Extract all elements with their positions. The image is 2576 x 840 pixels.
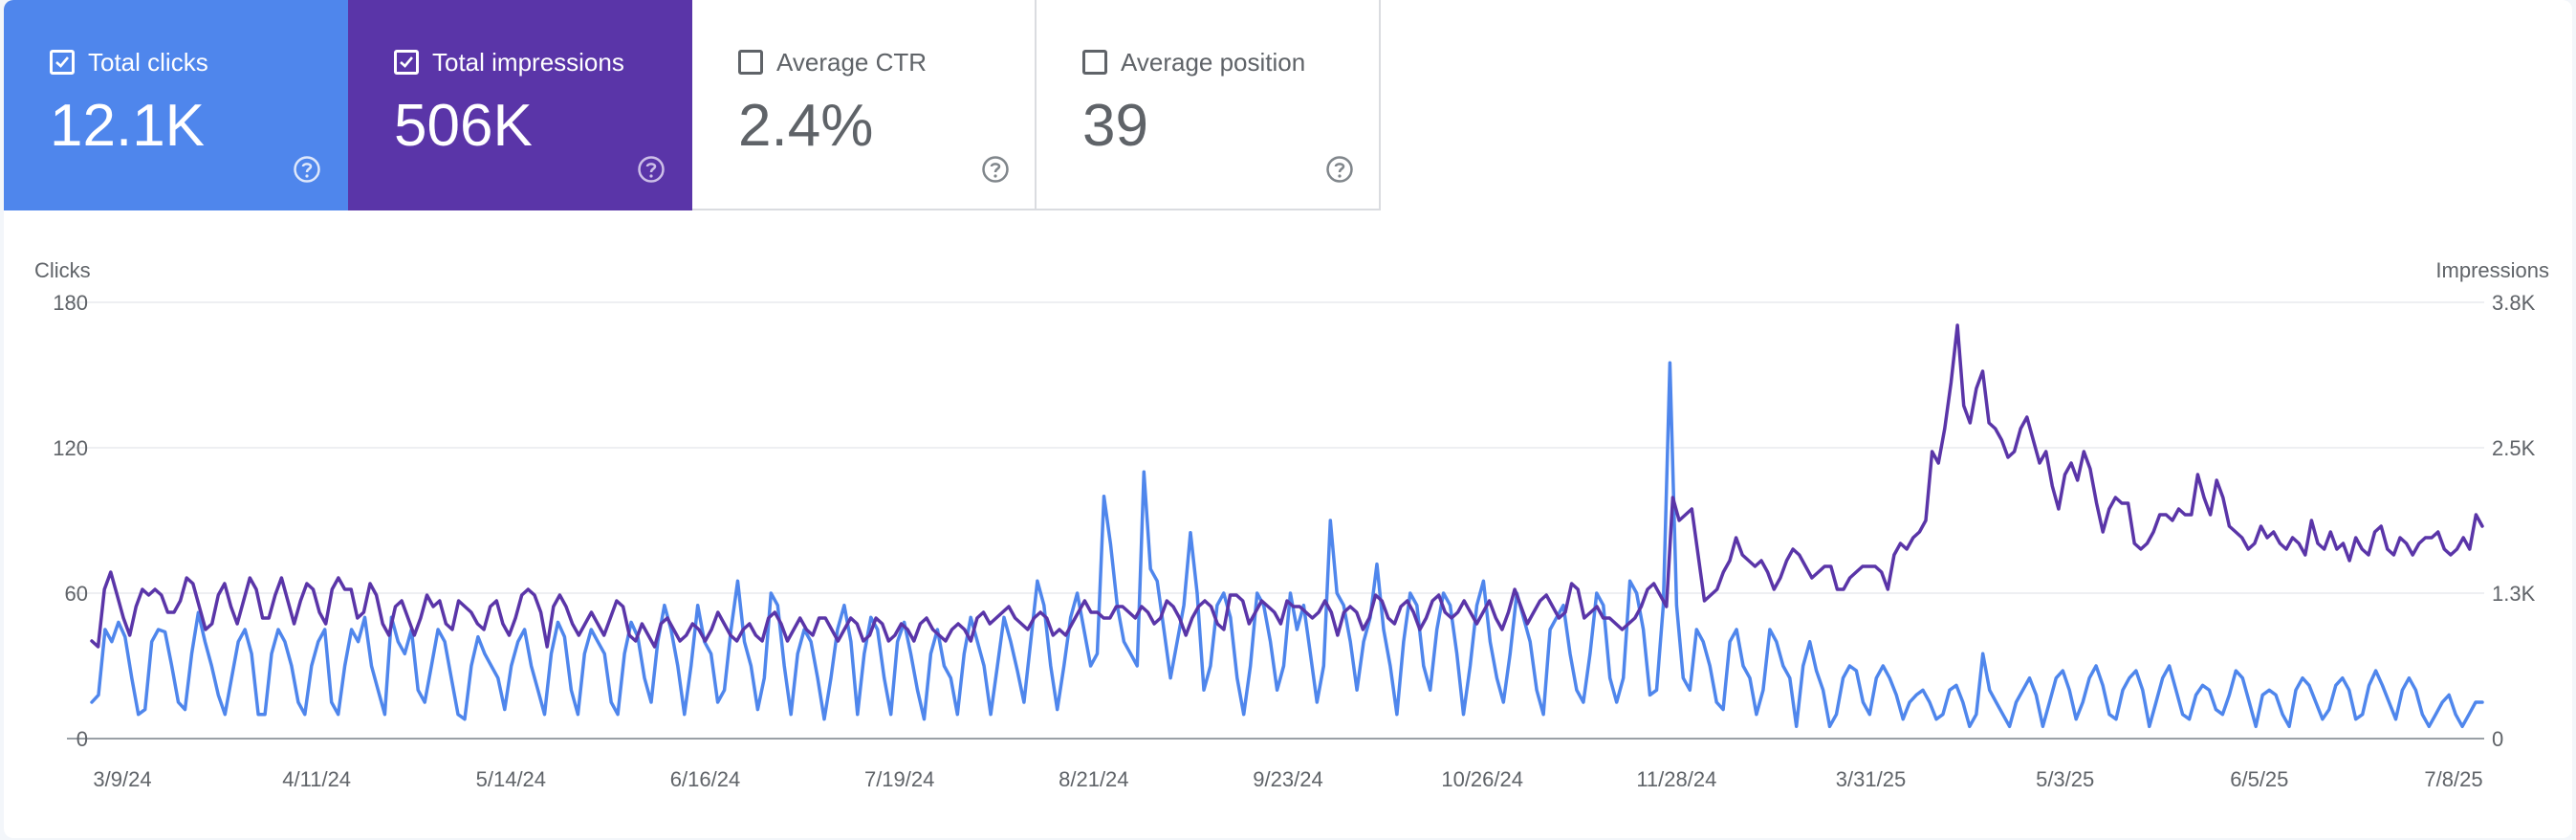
right-tick-label: 1.3K [2492,582,2536,606]
total-impressions-card[interactable]: Total impressions 506K [348,0,692,210]
left-axis-title: Clicks [34,258,91,282]
help-circle-icon[interactable] [637,155,666,184]
total-impressions-value: 506K [394,93,533,159]
right-tick-label: 3.8K [2492,291,2536,315]
average-ctr-card[interactable]: Average CTR 2.4% [692,0,1037,210]
x-tick-label: 8/21/24 [1059,767,1128,791]
average-position-value: 39 [1082,93,1148,159]
x-tick-label: 7/8/25 [2424,767,2482,791]
help-circle-icon[interactable] [1325,155,1354,184]
right-tick-label: 0 [2492,727,2503,751]
total-clicks-label: Total clicks [88,48,208,77]
average-ctr-label: Average CTR [776,48,928,77]
checkbox-icon[interactable] [50,50,75,75]
help-circle-icon[interactable] [293,155,321,184]
x-tick-label: 3/9/24 [93,767,151,791]
total-impressions-label: Total impressions [432,48,624,77]
checkbox-icon[interactable] [394,50,419,75]
help-circle-icon[interactable] [981,155,1010,184]
chart-gridlines [67,301,2484,740]
x-axis-ticks: 3/9/24 4/11/24 5/14/24 6/16/24 7/19/24 8/21/2… [93,767,2482,791]
left-axis-ticks: 180 120 60 0 [53,291,88,751]
performance-panel: Total clicks 12.1K Total impressions 506… [4,0,2572,838]
average-position-card[interactable]: Average position 39 [1037,0,1381,210]
left-tick-label: 0 [76,727,88,751]
right-tick-label: 2.5K [2492,436,2536,460]
checkbox-icon[interactable] [1082,50,1107,75]
x-tick-label: 10/26/24 [1441,767,1523,791]
x-tick-label: 9/23/24 [1253,767,1322,791]
x-tick-label: 11/28/24 [1636,767,1716,791]
x-tick-label: 5/14/24 [476,767,546,791]
average-position-label: Average position [1121,48,1306,77]
left-tick-label: 120 [53,436,88,460]
left-tick-label: 180 [53,291,88,315]
impressions-series-line [90,323,2484,649]
x-tick-label: 3/31/25 [1836,767,1906,791]
x-tick-label: 7/19/24 [864,767,934,791]
x-tick-label: 6/5/25 [2230,767,2288,791]
checkbox-icon[interactable] [738,50,763,75]
left-tick-label: 60 [65,582,88,606]
right-axis-title: Impressions [2435,258,2549,282]
metric-cards: Total clicks 12.1K Total impressions 506… [4,0,1381,210]
x-tick-label: 6/16/24 [670,767,740,791]
performance-chart: Clicks Impressions 180 120 60 0 3.8K 2.5K 1.3… [34,258,2549,791]
chart-series [90,323,2484,729]
total-clicks-card[interactable]: Total clicks 12.1K [4,0,348,210]
right-axis-ticks: 3.8K 2.5K 1.3K 0 [2492,291,2536,751]
clicks-series-line [90,361,2484,729]
x-tick-label: 4/11/24 [282,767,351,791]
total-clicks-value: 12.1K [50,93,206,159]
x-tick-label: 5/3/25 [2036,767,2094,791]
average-ctr-value: 2.4% [738,93,874,159]
